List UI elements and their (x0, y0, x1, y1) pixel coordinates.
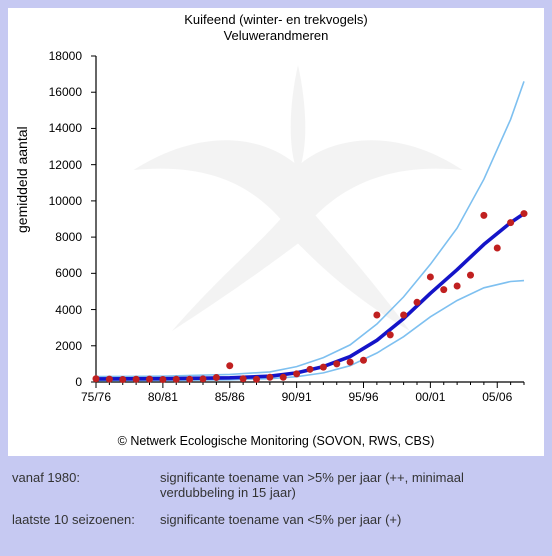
chart-container: Kuifeend (winter- en trekvogels) Veluwer… (8, 8, 544, 456)
y-axis-label: gemiddeld aantal (14, 126, 30, 233)
xtick-label: 95/96 (348, 390, 378, 404)
ytick-label: 14000 (34, 121, 82, 135)
title-line2: Veluwerandmeren (224, 28, 329, 43)
ytick-label: 10000 (34, 194, 82, 208)
notes-label-0: vanaf 1980: (12, 470, 160, 500)
plot-area (90, 50, 530, 402)
xtick-label: 85/86 (215, 390, 245, 404)
ytick-label: 6000 (34, 266, 82, 280)
notes-text-0: significante toename van >5% per jaar (+… (160, 470, 540, 500)
ytick-label: 4000 (34, 303, 82, 317)
ytick-label: 0 (34, 375, 82, 389)
plot-svg (90, 50, 530, 402)
ytick-label: 12000 (34, 158, 82, 172)
xtick-label: 80/81 (148, 390, 178, 404)
xtick-label: 00/01 (415, 390, 445, 404)
ytick-label: 18000 (34, 49, 82, 63)
panel-outer: Kuifeend (winter- en trekvogels) Veluwer… (0, 0, 552, 556)
chart-title: Kuifeend (winter- en trekvogels) Veluwer… (8, 8, 544, 45)
notes-row-0: vanaf 1980: significante toename van >5%… (12, 470, 540, 500)
credit-line: © Netwerk Ecologische Monitoring (SOVON,… (8, 434, 544, 448)
ytick-label: 8000 (34, 230, 82, 244)
title-line1: Kuifeend (winter- en trekvogels) (184, 12, 368, 27)
ytick-label: 16000 (34, 85, 82, 99)
xtick-label: 90/91 (282, 390, 312, 404)
xtick-label: 75/76 (81, 390, 111, 404)
notes-block: vanaf 1980: significante toename van >5%… (12, 470, 540, 539)
notes-text-1: significante toename van <5% per jaar (+… (160, 512, 540, 527)
xtick-label: 05/06 (482, 390, 512, 404)
ytick-label: 2000 (34, 339, 82, 353)
notes-label-1: laatste 10 seizoenen: (12, 512, 160, 527)
notes-row-1: laatste 10 seizoenen: significante toena… (12, 512, 540, 527)
